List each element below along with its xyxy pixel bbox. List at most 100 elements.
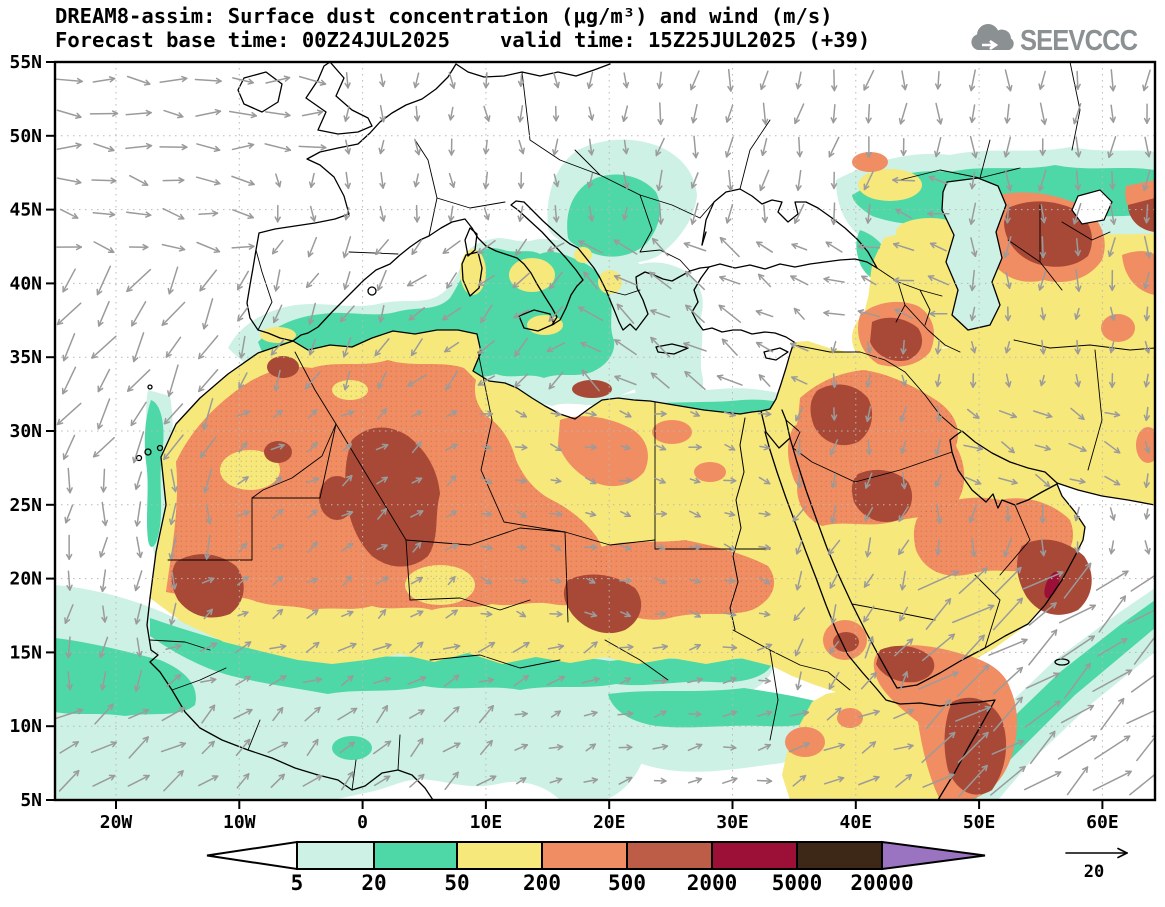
seevccc-logo: SEEVCCC [968, 20, 1153, 62]
wind-arrow [791, 242, 808, 251]
wind-arrow [477, 375, 496, 386]
wind-arrow [861, 741, 877, 754]
lon-tick-label: 10E [470, 812, 503, 833]
wind-arrow [892, 176, 916, 184]
wind-arrow [757, 743, 772, 751]
wind-arrow [969, 373, 977, 388]
wind-arrow [654, 577, 667, 585]
wind-arrow [514, 577, 528, 585]
wind-ref-glyph [1065, 847, 1128, 859]
wind-arrow [201, 577, 215, 584]
wind-arrow [828, 671, 840, 690]
wind-arrow [894, 308, 913, 319]
axis-tick-layer: 20W 10W 0 10E 20E 30E 40E 50E 60E 55N 50N 45N 40N 35N… [9, 52, 1118, 833]
wind-arrow [1040, 204, 1047, 224]
wind-arrow [128, 243, 149, 251]
wind-arrow [448, 71, 456, 89]
wind-arrow [62, 268, 76, 293]
wind-arrow [344, 71, 351, 89]
wind-arrow [268, 675, 287, 687]
wind-arrow [584, 476, 597, 485]
wind-arrow [134, 603, 142, 625]
wind-arrow [129, 174, 149, 186]
wind-arrow [651, 237, 669, 257]
wind-arrow [61, 366, 77, 395]
wind-arrow [339, 741, 356, 754]
wind-arrow [654, 444, 667, 451]
wind-arrow [863, 69, 875, 91]
wind-arrow [477, 274, 495, 286]
wind-arrow [969, 135, 978, 159]
wind-arrow [236, 270, 250, 291]
wind-arrow [796, 136, 803, 158]
wind-arrow [482, 139, 490, 155]
wind-arrow [830, 407, 838, 421]
wind-arrow [131, 301, 147, 327]
wind-arrow [411, 477, 423, 484]
wind-arrow [237, 610, 249, 617]
wind-arrow [270, 773, 285, 788]
wind-arrow [992, 597, 1024, 631]
wind-arrow [553, 72, 560, 89]
colorbar-segment [626, 841, 713, 870]
wind-arrow [378, 304, 385, 323]
wind-arrow [65, 636, 72, 659]
wind-arrow [307, 577, 319, 584]
wind-arrow [1075, 269, 1082, 292]
wind-arrow [791, 376, 808, 385]
wind-arrow [793, 607, 806, 621]
wind-arrow [969, 104, 976, 124]
wind-arrow [653, 710, 667, 718]
chart-header: DREAM8-assim: Surface dust concentration… [55, 4, 870, 52]
wind-arrow [898, 102, 908, 125]
wind-arrow [583, 544, 598, 551]
wind-arrow [442, 742, 461, 753]
wind-arrow [165, 336, 182, 358]
wind-arrow [1074, 170, 1082, 191]
wind-arrow [899, 405, 908, 423]
wind-arrow [517, 205, 524, 222]
wind-arrow [1060, 704, 1095, 724]
wind-arrow [407, 675, 427, 685]
wind-arrow [925, 699, 952, 729]
wind-arrow [373, 775, 391, 787]
wind-arrow [865, 341, 873, 354]
wind-arrow [62, 333, 76, 362]
wind-arrow [1143, 406, 1151, 421]
wind-arrow-layer [55, 68, 1155, 797]
wind-arrow [864, 472, 873, 489]
wind-arrow [1068, 442, 1087, 453]
wind-arrow [1003, 136, 1012, 158]
wind-arrow [863, 573, 874, 588]
wind-arrow [339, 305, 355, 323]
wind-arrow [1108, 540, 1116, 555]
wind-arrow [1003, 537, 1013, 557]
wind-arrow [823, 310, 845, 317]
wind-arrow [273, 369, 281, 392]
wind-arrow [1039, 307, 1047, 321]
wind-arrow [1143, 271, 1150, 290]
lon-tick-label: 20W [100, 812, 133, 833]
lon-tick-label: 20E [593, 812, 626, 833]
wind-arrow [91, 335, 117, 359]
wind-arrow [687, 743, 703, 752]
wind-arrow [163, 403, 184, 425]
wind-arrow [618, 477, 633, 484]
wind-arrow [653, 777, 667, 785]
wind-arrow [1109, 306, 1116, 321]
wind-arrow [550, 710, 562, 718]
wind-arrow [893, 242, 915, 252]
wind-arrow [272, 508, 284, 520]
wind-arrow [480, 510, 493, 518]
wind-arrow [723, 611, 737, 618]
wind-arrow [410, 641, 424, 654]
wind-arrow [657, 202, 664, 225]
wind-arrow [727, 169, 734, 191]
wind-arrow [343, 105, 350, 122]
wind-arrow [757, 273, 772, 288]
wind-arrow [553, 173, 560, 188]
wind-arrow [934, 473, 942, 488]
wind-arrow [375, 443, 389, 451]
wind-arrow [1097, 638, 1128, 657]
wind-arrow [716, 374, 743, 386]
